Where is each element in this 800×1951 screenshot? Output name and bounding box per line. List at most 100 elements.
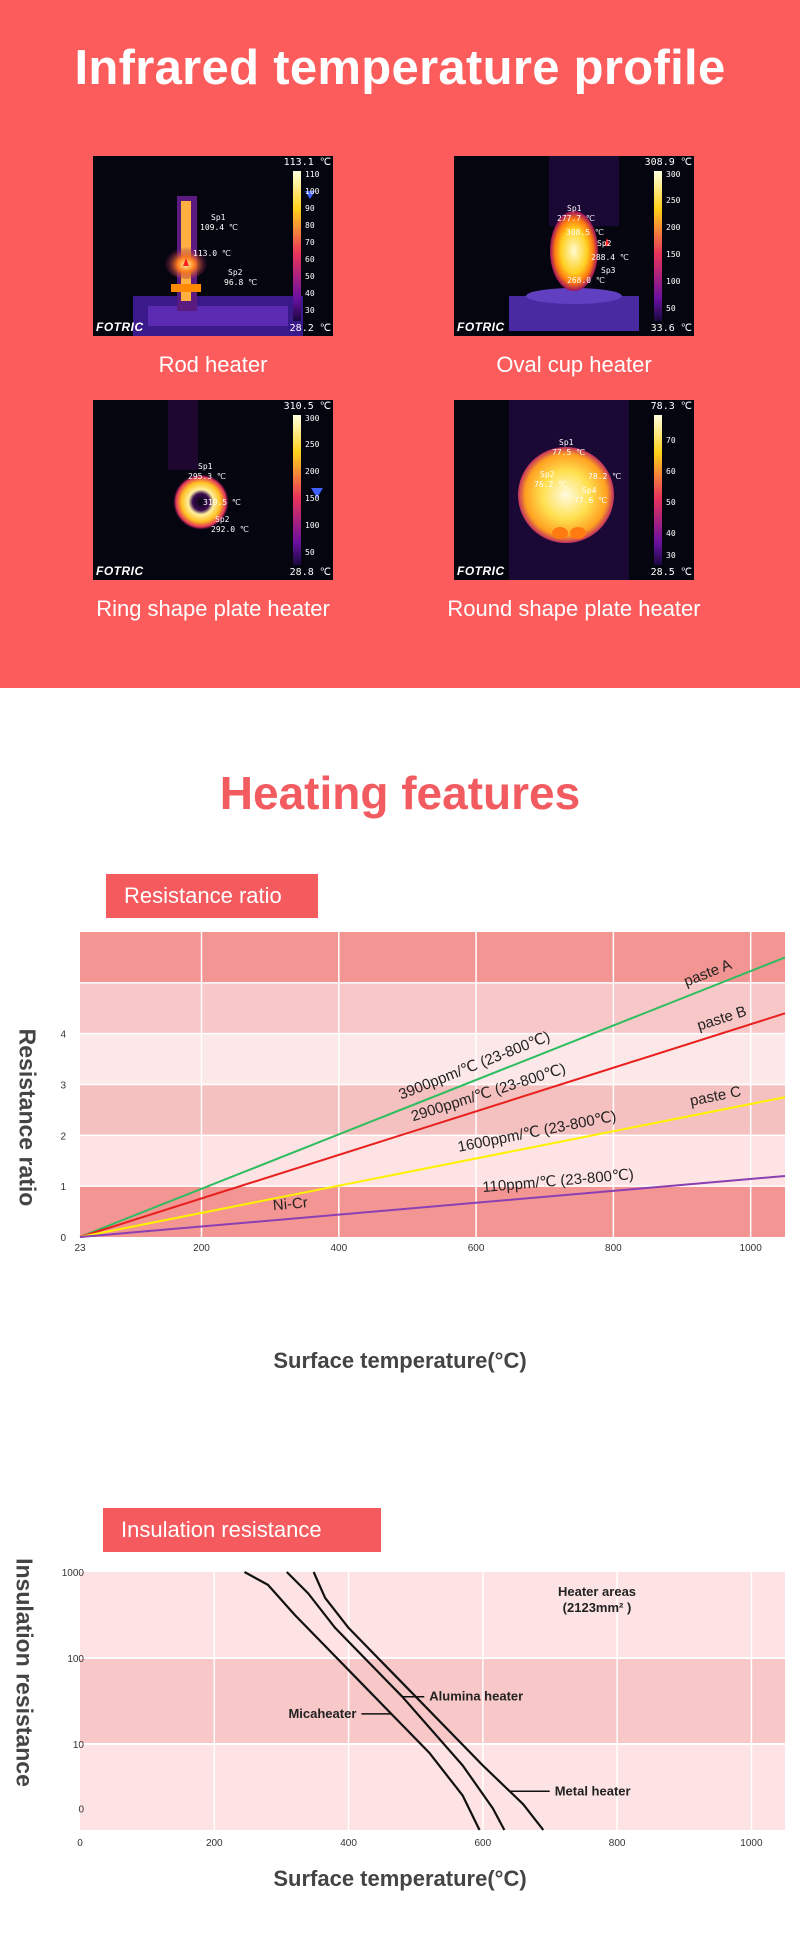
heater-areas-note: Heater areas	[558, 1584, 636, 1599]
thermal-image-ring-plate: 310.5 ℃ 28.8 ℃ 300 250 200 150 100 50 Sp…	[93, 400, 333, 580]
insulation-resistance-badge: Insulation resistance	[103, 1508, 381, 1552]
spot-label: Sp4	[582, 486, 597, 495]
chart-band	[80, 1186, 785, 1237]
y-tick-label: 0	[60, 1233, 66, 1244]
chart-series	[79, 956, 786, 1238]
x-tick-label: 200	[206, 1838, 223, 1849]
series-line-paste-a	[79, 956, 786, 1238]
spot-label: Sp1	[559, 438, 574, 447]
x-ticks: 0 200 400 600 800 1000	[77, 1838, 763, 1849]
scale-tick: 100	[305, 187, 320, 196]
y-tick-label: 2	[60, 1131, 66, 1142]
spot-label: Sp2	[215, 515, 230, 524]
spot-label: Sp1	[198, 462, 213, 471]
infrared-hero: Infrared temperature profile	[0, 0, 800, 688]
chart-grid	[80, 932, 785, 1237]
chart-band	[80, 982, 785, 1034]
x-tick-label: 200	[193, 1243, 210, 1254]
thermal-image-oval-cup: 308.9 ℃ 33.6 ℃ 300 250 200 150 100 50 Sp…	[454, 156, 694, 336]
spot-value: 77.6 ℃	[574, 496, 608, 505]
spot-value: 295.3 ℃	[188, 472, 226, 481]
caption-oval-cup-heater: Oval cup heater	[496, 352, 652, 377]
scale-tick: 250	[666, 196, 681, 205]
chart-band	[80, 1135, 785, 1187]
y-tick-label: 3	[60, 1081, 66, 1092]
spot-label: Sp2	[540, 470, 555, 479]
scale-max-label: 113.1 ℃	[283, 157, 331, 168]
spot-value: 310.5 ℃	[203, 498, 241, 507]
series-name-label: Alumina heater	[429, 1689, 523, 1704]
chart-band	[80, 1572, 785, 1658]
scale-min-label: 28.8 ℃	[289, 567, 331, 578]
scale-tick: 70	[666, 436, 676, 445]
scale-tick: 50	[666, 304, 676, 313]
scale-tick: 50	[305, 548, 315, 557]
hero-title: Infrared temperature profile	[74, 41, 726, 95]
scale-tick: 110	[305, 170, 320, 179]
scale-tick: 70	[305, 238, 315, 247]
thermal-image-rod: 113.1 ℃ 28.2 ℃ 110 100 90 80 70 60 50 40…	[93, 156, 333, 336]
y-tick-label: 1	[60, 1182, 66, 1193]
y-tick-label: 0	[78, 1805, 84, 1816]
series-name-label: Micaheater	[288, 1706, 356, 1721]
spot-value: 277.7 ℃	[557, 214, 595, 223]
chart-annotations: Micaheater Alumina heater Metal heater Heat…	[288, 1584, 636, 1798]
spot-value: 78.2 ℃	[588, 472, 622, 481]
scale-tick: 60	[666, 467, 676, 476]
spot-label: Sp1	[567, 204, 582, 213]
thermal-round-graphic	[509, 400, 662, 580]
x-tick-label: 800	[605, 1243, 622, 1254]
scale-tick: 30	[666, 551, 676, 560]
scale-max-label: 308.9 ℃	[644, 157, 692, 168]
resistance-ratio-xlabel: Surface temperature(°C)	[273, 1348, 527, 1373]
scale-tick: 150	[305, 494, 320, 503]
fotric-logo: FOTRIC	[96, 564, 144, 578]
scale-min-label: 28.2 ℃	[289, 323, 331, 334]
scale-tick: 40	[305, 289, 315, 298]
scale-tick: 40	[666, 529, 676, 538]
thermal-ring-graphic	[168, 400, 323, 565]
heater-areas-note: (2123mm² )	[563, 1600, 632, 1615]
x-tick-label: 800	[609, 1838, 626, 1849]
scale-tick: 30	[305, 306, 315, 315]
scale-tick: 60	[305, 255, 315, 264]
y-ticks: 0 1 2 3 4	[60, 1030, 66, 1244]
insulation-resistance-xlabel: Surface temperature(°C)	[273, 1866, 527, 1891]
x-tick-label: 23	[74, 1243, 86, 1254]
insulation-resistance-chart: Micaheater Alumina heater Metal heater Heat…	[62, 1568, 785, 1849]
series-line-micaheater	[243, 1571, 481, 1831]
x-tick-label: 600	[475, 1838, 492, 1849]
scale-tick: 200	[305, 467, 320, 476]
scale-max-label: 78.3 ℃	[650, 401, 692, 412]
spot-value: 292.0 ℃	[211, 525, 249, 534]
thermal-image-round-plate: 78.3 ℃ 28.5 ℃ 70 60 50 40 30 Sp1 77.5 ℃ …	[454, 400, 694, 580]
x-tick-label: 1000	[740, 1838, 763, 1849]
spot-label: Sp2	[228, 268, 243, 277]
scale-tick: 50	[305, 272, 315, 281]
fotric-logo: FOTRIC	[457, 564, 505, 578]
scale-tick: 200	[666, 223, 681, 232]
scale-min-label: 33.6 ℃	[650, 323, 692, 334]
y-tick-label: 10	[73, 1740, 85, 1751]
chart-grid	[80, 1572, 785, 1830]
y-tick-label: 100	[67, 1654, 84, 1665]
spot-label: Sp1	[211, 213, 226, 222]
scale-tick: 50	[666, 498, 676, 507]
spot-value: 113.0 ℃	[193, 249, 231, 258]
spot-value: 268.0 ℃	[567, 276, 605, 285]
spot-value: 76.2 ℃	[534, 480, 568, 489]
series-line-paste-c	[79, 1096, 786, 1238]
resistance-ratio-badge: Resistance ratio	[106, 874, 318, 918]
x-tick-label: 0	[77, 1838, 83, 1849]
x-tick-label: 600	[468, 1243, 485, 1254]
spot-value: 96.8 ℃	[224, 278, 258, 287]
heating-features-title: Heating features	[219, 767, 581, 819]
spot-value: 77.5 ℃	[552, 448, 586, 457]
thermal-rod-graphic	[133, 171, 315, 336]
fotric-logo: FOTRIC	[457, 320, 505, 334]
series-line-paste-b	[79, 1012, 786, 1238]
caption-rod-heater: Rod heater	[158, 352, 268, 377]
fotric-logo: FOTRIC	[96, 320, 144, 334]
